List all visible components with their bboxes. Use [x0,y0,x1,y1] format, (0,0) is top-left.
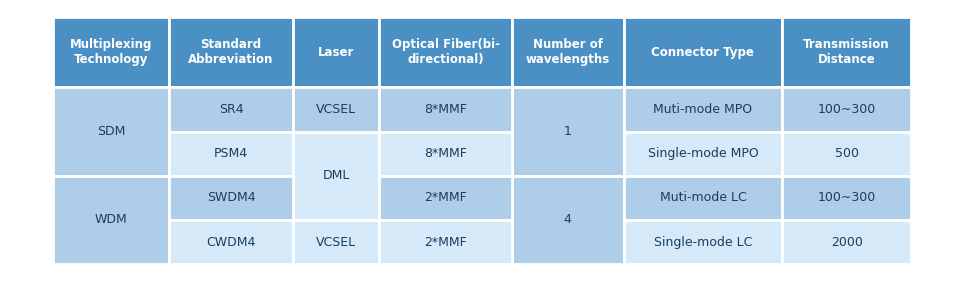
Bar [624,87,782,132]
Bar [782,176,911,220]
Bar [169,87,293,132]
Text: Connector Type: Connector Type [652,46,755,59]
Text: 1: 1 [564,125,572,138]
Bar [293,87,379,132]
Text: 2*MMF: 2*MMF [424,191,467,204]
Bar [169,176,293,220]
Text: Number of
wavelengths: Number of wavelengths [525,38,610,66]
Bar [379,220,512,264]
Bar [512,17,624,87]
Bar [512,176,624,264]
Bar [782,17,911,87]
Text: Muti-mode MPO: Muti-mode MPO [654,103,753,116]
Bar [782,87,911,132]
Text: Laser: Laser [318,46,355,59]
Text: 100~300: 100~300 [817,103,875,116]
Text: 500: 500 [835,147,859,160]
Text: SWDM4: SWDM4 [206,191,255,204]
Text: PSM4: PSM4 [214,147,248,160]
Bar [379,132,512,176]
Text: Optical Fiber(bi-
directional): Optical Fiber(bi- directional) [391,38,499,66]
Bar [169,220,293,264]
Text: Transmission
Distance: Transmission Distance [803,38,890,66]
Bar [624,132,782,176]
Bar [379,176,512,220]
Bar [169,17,293,87]
Bar [379,17,512,87]
Text: CWDM4: CWDM4 [206,235,255,248]
Bar [53,87,169,176]
Text: DML: DML [323,169,350,182]
Bar [624,220,782,264]
Bar [782,132,911,176]
Text: Standard
Abbreviation: Standard Abbreviation [188,38,274,66]
Text: 8*MMF: 8*MMF [424,103,467,116]
Text: 4: 4 [564,214,572,226]
Bar [379,87,512,132]
Text: SDM: SDM [96,125,125,138]
Bar [169,132,293,176]
Bar [512,87,624,176]
Bar [624,176,782,220]
Text: 2*MMF: 2*MMF [424,235,467,248]
Text: WDM: WDM [94,214,127,226]
Text: Single-mode MPO: Single-mode MPO [648,147,759,160]
Bar [293,17,379,87]
Text: 100~300: 100~300 [817,191,875,204]
Text: 8*MMF: 8*MMF [424,147,467,160]
Text: VCSEL: VCSEL [316,103,357,116]
Text: Multiplexing
Technology: Multiplexing Technology [69,38,152,66]
Text: 2000: 2000 [831,235,863,248]
Bar [782,220,911,264]
Bar [293,220,379,264]
Text: Single-mode LC: Single-mode LC [654,235,752,248]
Text: Muti-mode LC: Muti-mode LC [659,191,746,204]
Text: VCSEL: VCSEL [316,235,357,248]
Bar [53,176,169,264]
Bar [624,17,782,87]
Bar [293,132,379,220]
Text: SR4: SR4 [219,103,243,116]
Bar [53,17,169,87]
